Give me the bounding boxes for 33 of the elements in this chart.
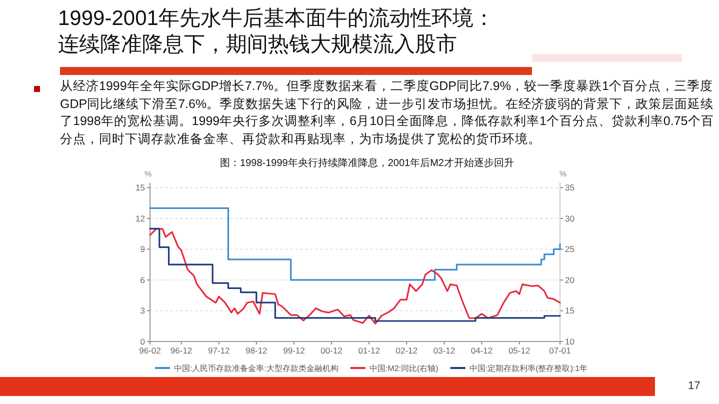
x-tick-label: 98-12 (246, 346, 268, 356)
legend-label: 中国:定期存款利率(整存整取):1年 (469, 364, 588, 373)
y2-tick-label: 10 (565, 336, 575, 346)
y-tick-label: 0 (140, 336, 146, 346)
y-tick-label: 3 (140, 306, 146, 316)
x-tick-label: 00-12 (320, 346, 343, 356)
chart-subtitle: 从经济1999年全年实际GDP增长7.7%。但季度数据来看，二季度GDP同比7.9%，较一季度暴跌1个百分点，三季度GDP同比继续下滑至7.6%。季度数据失速下行的风险，进一步引发市场担忧。在经济疲弱的背景下，政策层面延续了1998年的宽松基调。1999年央行多次调整利率，6月10日全面降息，降低存款利率1个百分点、贷款利率0.75个百分点，同时下调存款准备金率、再贷款和再贴现率，为市场提供了宽松的货币环境。 (60, 78, 715, 148)
y2-tick-label: 15 (565, 306, 575, 316)
y2-axis-title: % (559, 170, 567, 179)
text: 17 (688, 380, 700, 392)
legend-label: 中国:人民币存款准备金率:大型存款类金融机构 (174, 364, 338, 373)
chart-title: 1999-2001年先水牛后基本面牛的流动性环境：连续降准降息下，期间热钱大规模流入股市 (58, 6, 496, 58)
x-tick-label: 05-12 (508, 346, 530, 356)
x-tick-label: 04-12 (470, 346, 493, 356)
y2-tick-label: 35 (565, 182, 575, 193)
x-tick-label: 01-12 (358, 346, 380, 356)
y-tick-label: 12 (136, 213, 146, 224)
y-axis-title: % (144, 170, 152, 179)
y2-tick-label: 30 (565, 213, 575, 224)
y2-tick-label: 20 (565, 274, 575, 285)
legend-label: 中国:M2:同比(右轴) (369, 364, 439, 373)
y-tick-label: 6 (140, 274, 146, 285)
x-tick-label: 96-02 (139, 346, 162, 356)
x-tick-label: 96-12 (170, 346, 192, 356)
x-tick-label: 97-12 (208, 346, 230, 356)
x-tick-label: 03-12 (433, 346, 456, 356)
text: 图：1998-1999年央行持续降准降息，2001年后M2才开始逐步回升 (220, 157, 514, 169)
y2-tick-label: 25 (565, 244, 575, 254)
x-tick-label: 07-01 (549, 346, 572, 356)
x-tick-label: 99-12 (283, 346, 306, 356)
y-tick-label: 15 (136, 182, 146, 193)
y-tick-label: 9 (140, 244, 146, 254)
x-tick-label: 02-12 (396, 346, 418, 356)
